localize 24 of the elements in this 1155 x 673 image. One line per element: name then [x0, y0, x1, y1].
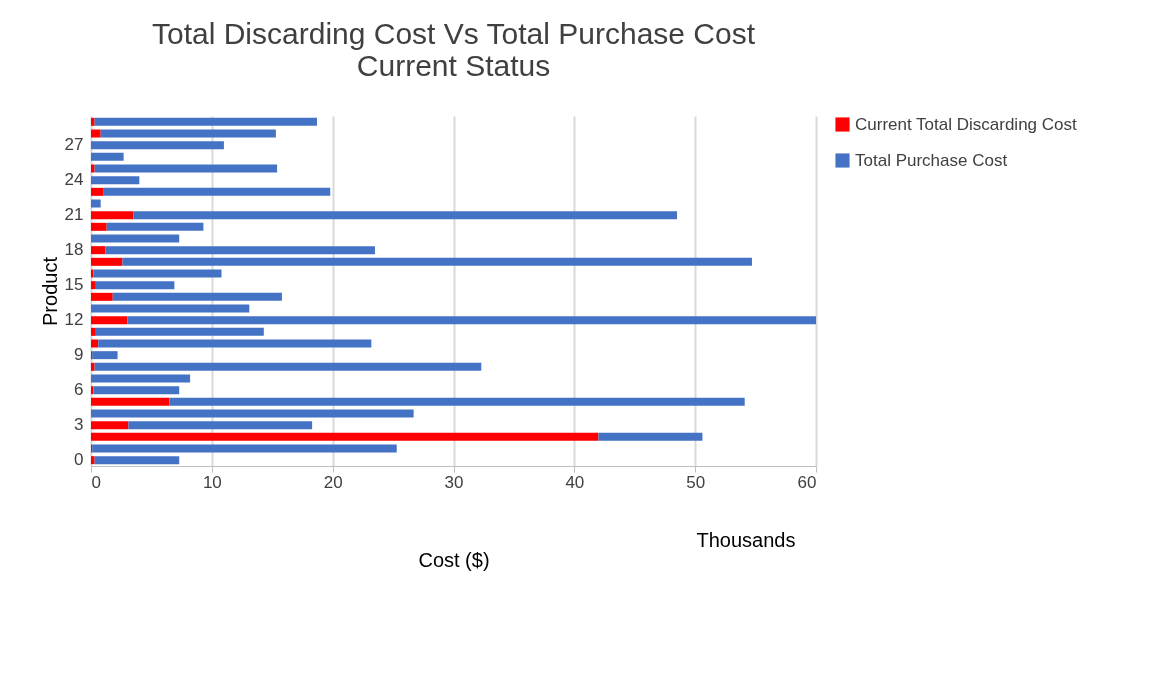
legend-label: Current Total Discarding Cost: [855, 114, 1077, 134]
y-tick-label: 24: [64, 170, 84, 190]
y-tick-label: 27: [64, 135, 84, 155]
x-tick-label: 30: [444, 472, 464, 492]
text: Total Discarding Cost Vs Total Purchase Cost: [151, 17, 756, 51]
text: Thousands: [696, 529, 796, 551]
y-tick-label: 6: [74, 380, 84, 400]
x-tick-label: 20: [323, 472, 343, 492]
y-tick-label: 18: [64, 240, 84, 260]
x-tick-label: 50: [686, 472, 706, 492]
x-axis-title: Cost ($): [418, 548, 490, 571]
y-tick-label: 9: [74, 345, 84, 365]
y-axis-title: Product: [38, 256, 61, 326]
x-tick-label: 40: [565, 472, 585, 492]
y-tick-label: 3: [74, 415, 84, 435]
text: Current Status: [356, 49, 551, 83]
y-tick-label: 12: [64, 310, 84, 330]
y-tick-label: 0: [74, 450, 84, 470]
x-tick-label: 60: [797, 472, 817, 492]
x-tick-label: 0: [91, 472, 101, 492]
x-tick-label: 10: [202, 472, 222, 492]
y-tick-label: 21: [64, 205, 84, 225]
legend-label: Total Purchase Cost: [855, 150, 1008, 170]
y-tick-label: 15: [64, 275, 84, 295]
